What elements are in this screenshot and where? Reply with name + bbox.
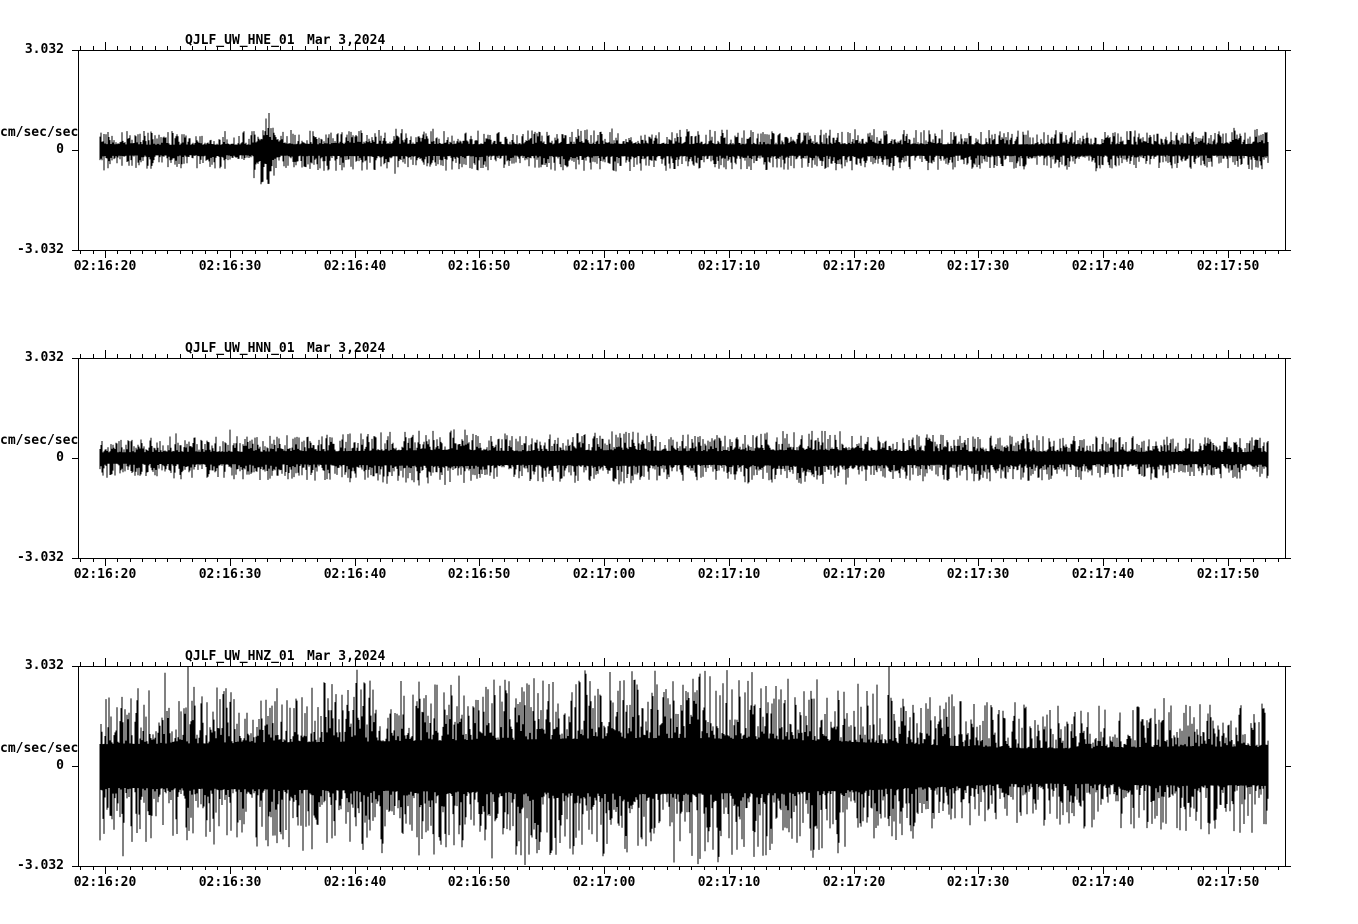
x-tick-label: 02:17:10 [697,259,761,274]
x-tick-label: 02:17:00 [572,875,636,890]
x-tick-label: 02:17:20 [822,259,886,274]
channel-title: QJLF_UW_HNN_01 [185,341,295,356]
x-tick-label: 02:17:30 [946,259,1010,274]
waveform-plot-hnz [72,658,1291,874]
channel-title: QJLF_UW_HNE_01 [185,33,295,48]
x-tick-label: 02:17:10 [697,567,761,582]
x-tick-label: 02:17:40 [1071,567,1135,582]
y-max-label: 3.032 [24,658,64,673]
x-axis-labels: 02:16:20 02:16:30 02:16:40 02:16:50 02:17:00… [0,338,1358,646]
x-tick-label: 02:16:50 [447,567,511,582]
x-tick-label: 02:16:20 [73,875,137,890]
y-zero-label: 0 [56,142,64,157]
x-tick-label: 02:16:40 [323,567,387,582]
x-tick-label: 02:16:30 [198,875,262,890]
y-min-label: -3.032 [17,242,64,257]
x-tick-label: 02:16:40 [323,875,387,890]
waveform-plot-hnn [72,350,1291,566]
y-zero-label: 0 [56,758,64,773]
x-tick-label: 02:17:50 [1196,567,1260,582]
x-tick-label: 02:16:30 [198,259,262,274]
seismogram-panel-hnn: QJLF_UW_HNN_01 Mar 3,2024 3.032 cm/sec/s… [0,338,1358,646]
x-tick-label: 02:17:30 [946,567,1010,582]
x-tick-label: 02:17:30 [946,875,1010,890]
y-min-label: -3.032 [17,550,64,565]
x-tick-label: 02:17:10 [697,875,761,890]
x-axis-labels: 02:16:20 02:16:30 02:16:40 02:16:50 02:17:00… [0,646,1358,924]
y-zero-label: 0 [56,450,64,465]
x-tick-label: 02:17:40 [1071,875,1135,890]
y-max-label: 3.032 [24,350,64,365]
y-axis-units: cm/sec/sec [0,125,79,140]
seismogram-panel-hnz: QJLF_UW_HNZ_01 Mar 3,2024 3.032 cm/sec/s… [0,646,1358,924]
x-tick-label: 02:17:00 [572,567,636,582]
x-tick-label: 02:17:40 [1071,259,1135,274]
date-label: Mar 3,2024 [307,33,386,48]
x-tick-label: 02:16:20 [73,259,137,274]
y-axis-units: cm/sec/sec [0,741,79,756]
x-tick-label: 02:17:50 [1196,259,1260,274]
y-min-label: -3.032 [17,858,64,873]
x-tick-label: 02:16:30 [198,567,262,582]
x-axis-labels: 02:16:20 02:16:30 02:16:40 02:16:50 02:17:00… [0,30,1358,338]
date-label: Mar 3,2024 [307,341,386,356]
x-tick-label: 02:16:20 [73,567,137,582]
x-tick-label: 02:16:40 [323,259,387,274]
x-tick-label: 02:16:50 [447,875,511,890]
x-tick-label: 02:17:20 [822,875,886,890]
x-tick-label: 02:17:00 [572,259,636,274]
date-label: Mar 3,2024 [307,649,386,664]
waveform-plot-hne [72,42,1291,258]
y-axis-units: cm/sec/sec [0,433,79,448]
y-max-label: 3.032 [24,42,64,57]
x-tick-label: 02:17:20 [822,567,886,582]
seismogram-panel-hne: QJLF_UW_HNE_01 Mar 3,2024 3.032 cm/sec/s… [0,30,1358,338]
x-tick-label: 02:16:50 [447,259,511,274]
x-tick-label: 02:17:50 [1196,875,1260,890]
channel-title: QJLF_UW_HNZ_01 [185,649,295,664]
